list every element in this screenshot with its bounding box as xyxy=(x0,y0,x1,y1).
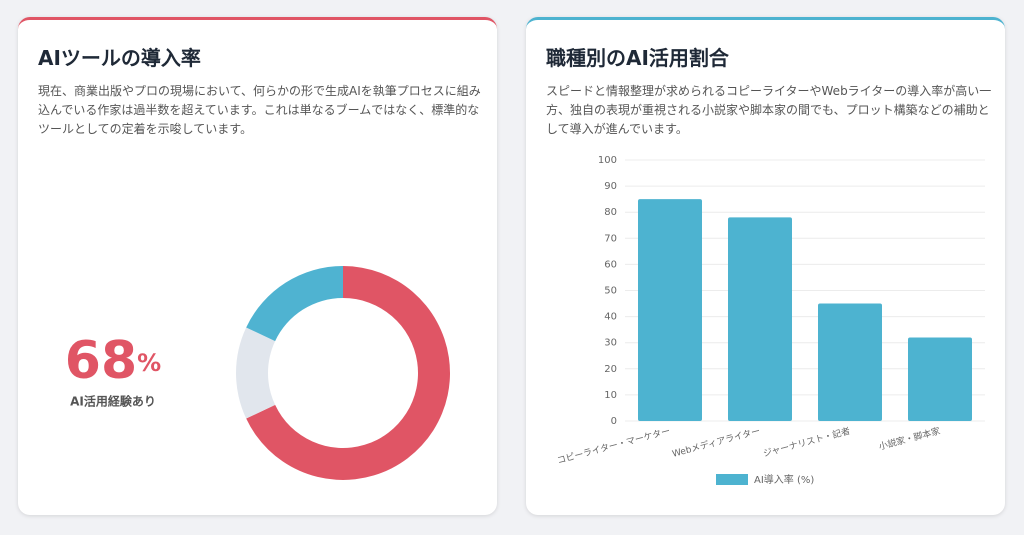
center-label: AI活用経験あり xyxy=(70,394,156,409)
bar xyxy=(818,303,882,421)
y-tick-label: 70 xyxy=(604,233,617,244)
bar xyxy=(908,337,972,421)
center-stat: 68% xyxy=(65,331,161,391)
x-tick-label: ジャーナリスト・記者 xyxy=(762,425,852,460)
center-value: 68 xyxy=(65,331,137,391)
donut-segment xyxy=(246,266,343,342)
donut-segment xyxy=(235,327,276,419)
card-title: AIツールの導入率 xyxy=(38,46,201,70)
y-tick-label: 0 xyxy=(611,416,617,427)
card-description: スピードと情報整理が求められるコピーライターやWebライターの導入率が高い一方、… xyxy=(546,84,992,136)
donut-segment xyxy=(246,266,450,480)
y-tick-label: 30 xyxy=(604,338,617,349)
x-tick-label: Webメディアライター xyxy=(671,425,762,460)
y-tick-label: 50 xyxy=(604,286,617,297)
x-tick-label: コピーライター・マーケター xyxy=(556,426,672,467)
bar xyxy=(728,217,792,421)
card-title: 職種別のAI活用割合 xyxy=(546,46,729,70)
y-tick-label: 100 xyxy=(598,155,617,166)
y-tick-label: 40 xyxy=(604,312,617,323)
x-tick-label: 小説家・脚本家 xyxy=(877,425,941,453)
bar xyxy=(638,199,702,421)
y-tick-label: 60 xyxy=(604,259,617,270)
y-tick-label: 10 xyxy=(604,390,617,401)
card-description: 現在、商業出版やプロの現場において、何らかの形で生成AIを執筆プロセスに組み込ん… xyxy=(38,84,481,136)
legend-label: AI導入率 (%) xyxy=(754,473,814,486)
legend-swatch xyxy=(716,474,748,485)
y-tick-label: 80 xyxy=(604,207,617,218)
y-tick-label: 20 xyxy=(604,364,617,375)
center-unit: % xyxy=(137,349,161,377)
y-tick-label: 90 xyxy=(604,181,617,192)
